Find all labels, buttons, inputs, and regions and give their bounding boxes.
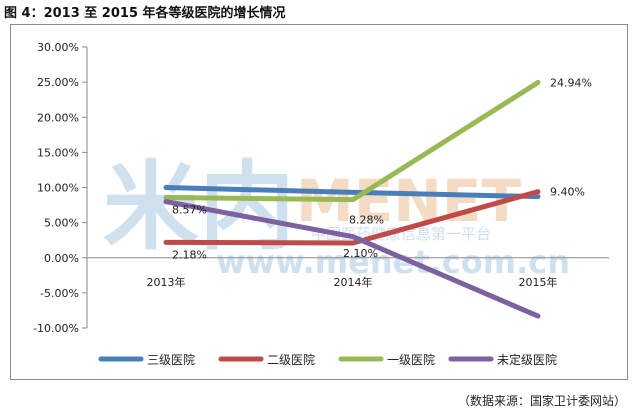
data-label: 9.40% (550, 186, 585, 199)
chart-axis: -10.00% -5.00% 0.00% 5.00% 10.00% 15.00% 20.00… (33, 41, 609, 335)
x-tick-label: 2013年 (147, 275, 186, 289)
chart-frame: 米内 MENET 中国医药健康信息第一平台 www.menet.com.cn -10.… (10, 24, 628, 380)
chart-title: 图 4：2013 至 2015 年各等级医院的增长情况 (4, 6, 286, 21)
x-tick-label: 2015年 (519, 275, 558, 289)
series-line-1 (163, 185, 541, 200)
data-label: 2.10% (343, 247, 378, 260)
series-line-3 (163, 80, 541, 203)
y-tick-label: 30.00% (37, 41, 79, 54)
data-source-note: （数据来源：国家卫计委网站） (457, 394, 626, 408)
data-label: 2.18% (172, 248, 207, 261)
y-tick-label: 5.00% (44, 217, 79, 230)
series-line-4 (163, 199, 541, 319)
chart-legend: 三级医院 二级医院 一级医院 未定级医院 (98, 352, 557, 367)
data-label: 24.94% (550, 77, 592, 90)
legend-item-2: 二级医院 (218, 353, 315, 367)
y-tick-label: 25.00% (37, 76, 79, 89)
series-line-2 (163, 189, 541, 246)
legend-item-4: 未定级医院 (448, 352, 557, 367)
y-tick-label: 15.00% (37, 146, 79, 159)
y-tick-label: -5.00% (40, 287, 79, 300)
chart-series (163, 80, 541, 319)
legend-label: 三级医院 (147, 353, 195, 367)
legend-item-1: 三级医院 (98, 353, 195, 367)
legend-label: 二级医院 (267, 353, 315, 367)
y-tick-label: 20.00% (37, 111, 79, 124)
legend-item-3: 一级医院 (338, 353, 435, 367)
x-tick-label: 2014年 (334, 275, 373, 289)
data-label: 8.28% (349, 214, 384, 227)
legend-label: 一级医院 (387, 353, 435, 367)
watermark-url: www.menet.com.cn (216, 243, 570, 281)
y-tick-label: 10.00% (37, 182, 79, 195)
y-tick-label: 0.00% (44, 252, 79, 265)
data-label: 8.57% (172, 204, 207, 217)
legend-label: 未定级医院 (497, 352, 557, 367)
chart-data-labels: 8.57% 2.18% 8.28% 2.10% 24.94% 9.40% (172, 77, 592, 262)
y-tick-label: -10.00% (33, 322, 79, 335)
